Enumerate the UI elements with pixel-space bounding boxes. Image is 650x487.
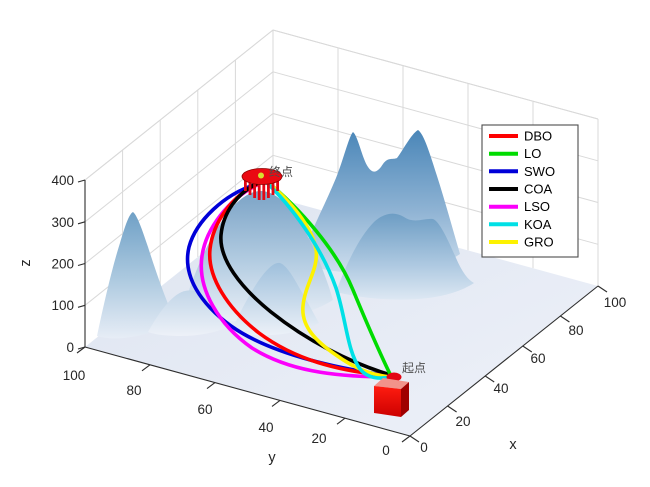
y-axis-line xyxy=(84,346,411,437)
z-axis-label: z xyxy=(18,259,34,266)
path-dbo xyxy=(207,182,393,378)
start-point-label: 起点 xyxy=(402,361,426,375)
z-tick-label: 100 xyxy=(51,298,74,313)
path-lso xyxy=(199,183,393,379)
x-tick-label: 20 xyxy=(455,414,470,429)
y-tick-label: 100 xyxy=(63,368,86,383)
path-koa xyxy=(262,178,393,380)
legend-label-coa: COA xyxy=(524,182,553,197)
x-tick-label: 40 xyxy=(493,381,508,396)
y-tick-label: 0 xyxy=(382,443,390,458)
legend-label-gro: GRO xyxy=(524,235,554,250)
axes xyxy=(76,179,608,443)
mountain-front-small-hill xyxy=(231,262,319,336)
mountain-front-left-bump xyxy=(148,290,228,336)
legend-label-lo: LO xyxy=(524,146,541,161)
z-tick-label: 400 xyxy=(51,173,74,188)
x-axis-line xyxy=(409,285,599,437)
x-tick-label: 80 xyxy=(568,323,583,338)
mountain-left-hill xyxy=(97,212,176,339)
z-axis-ticks xyxy=(77,179,86,350)
path-curves xyxy=(185,177,393,380)
legend-label-koa: KOA xyxy=(524,217,552,232)
y-tick-labels: 100 80 60 40 20 0 xyxy=(63,368,390,458)
y-tick-label: 80 xyxy=(126,383,141,398)
z-tick-label: 200 xyxy=(51,257,74,272)
legend: DBO LO SWO COA LSO KOA GRO xyxy=(481,124,579,258)
x-tick-label: 0 xyxy=(420,440,428,455)
terrain-surface xyxy=(85,130,598,436)
legend-label-lso: LSO xyxy=(524,199,550,214)
y-tick-label: 20 xyxy=(311,431,326,446)
path-gro xyxy=(262,177,393,379)
x-tick-labels: 0 20 40 60 80 100 xyxy=(420,295,626,455)
y-tick-label: 60 xyxy=(197,402,212,417)
mountain-right-ridge xyxy=(336,213,474,300)
end-point-label: 终点 xyxy=(269,164,293,179)
y-tick-label: 40 xyxy=(258,420,273,435)
legend-label-swo: SWO xyxy=(524,164,555,179)
x-axis-ticks xyxy=(409,285,608,443)
z-tick-label: 0 xyxy=(66,340,74,355)
y-axis-ticks xyxy=(76,346,411,443)
end-marker-cylinder xyxy=(241,168,283,200)
y-axis-label: y xyxy=(268,450,276,466)
start-marker-cube xyxy=(374,372,409,417)
legend-label-dbo: DBO xyxy=(524,129,552,144)
x-axis-label: x xyxy=(509,437,517,453)
z-tick-label: 300 xyxy=(51,215,74,230)
x-tick-label: 60 xyxy=(530,351,545,366)
x-tick-label: 100 xyxy=(604,295,627,310)
z-tick-labels: 0 100 200 300 400 xyxy=(51,173,74,355)
